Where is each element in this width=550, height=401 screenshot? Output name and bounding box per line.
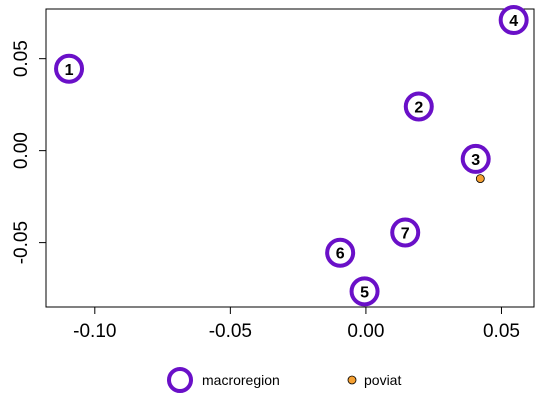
x-tick-label: -0.10 bbox=[73, 321, 116, 342]
legend-poviat-label: poviat bbox=[364, 372, 401, 388]
macroregion-point-label-4: 4 bbox=[509, 13, 518, 30]
x-axis: -0.10 -0.05 0.00 0.05 bbox=[73, 307, 520, 342]
x-tick-label: -0.05 bbox=[209, 321, 252, 342]
legend: macroregion poviat bbox=[167, 367, 401, 393]
x-tick-label: 0.00 bbox=[347, 321, 384, 342]
macroregion-point-7 bbox=[390, 217, 421, 248]
legend-macroregion-marker bbox=[167, 367, 193, 393]
data-points: 1 2 3 4 5 6 7 bbox=[54, 5, 529, 307]
macroregion-point-2 bbox=[403, 91, 434, 122]
y-tick-label: 0.05 bbox=[11, 40, 32, 77]
x-tick-label: 0.05 bbox=[483, 321, 520, 342]
macroregion-point-label-3: 3 bbox=[471, 152, 480, 169]
legend-macroregion-label: macroregion bbox=[202, 372, 280, 388]
plot-frame bbox=[45, 8, 535, 308]
macroregion-point-1 bbox=[54, 53, 85, 84]
macroregion-point-label-6: 6 bbox=[336, 246, 345, 263]
y-tick-label: -0.05 bbox=[11, 221, 32, 264]
macroregion-point-label-7: 7 bbox=[401, 226, 410, 243]
y-axis: -0.05 0.00 0.05 bbox=[11, 40, 46, 264]
macroregion-point-6 bbox=[325, 237, 356, 268]
macroregion-point-4 bbox=[498, 5, 529, 36]
legend-poviat-marker bbox=[347, 375, 357, 385]
macroregion-point-5 bbox=[349, 276, 380, 307]
macroregion-point-label-1: 1 bbox=[65, 62, 74, 79]
macroregion-point-3 bbox=[460, 143, 491, 174]
macroregion-point-label-2: 2 bbox=[414, 99, 423, 116]
y-tick-label: 0.00 bbox=[11, 132, 32, 169]
macroregion-point-label-5: 5 bbox=[360, 284, 369, 301]
poviat-point bbox=[475, 174, 485, 184]
